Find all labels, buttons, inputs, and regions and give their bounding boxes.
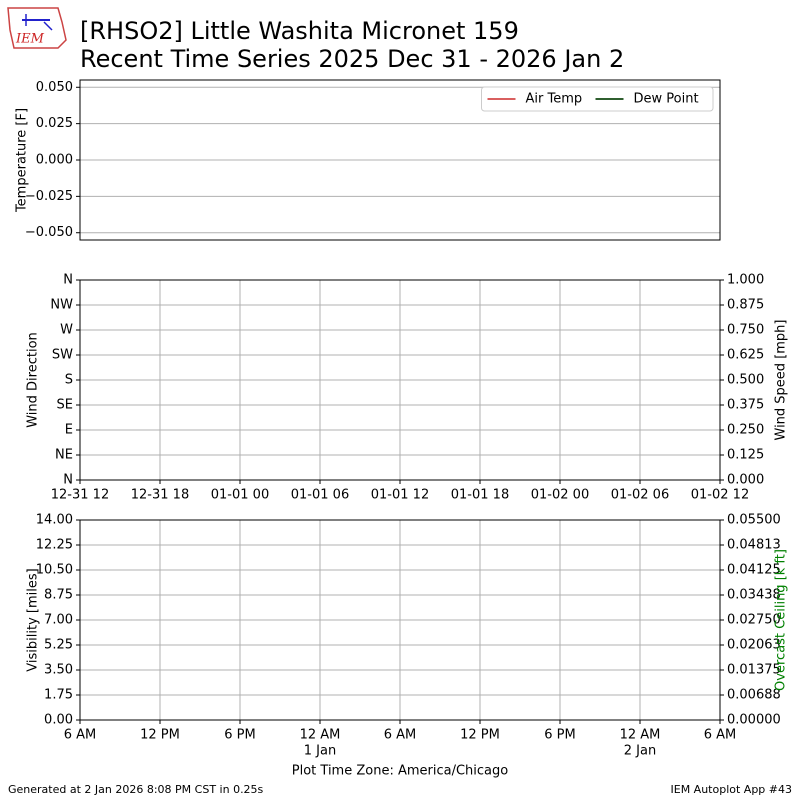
y2-tick-label: 0.875: [727, 298, 764, 313]
chart-subtitle: Recent Time Series 2025 Dec 31 - 2026 Ja…: [80, 45, 624, 73]
y-tick-label: 10.50: [36, 563, 73, 578]
logo-text: IEM: [15, 32, 45, 47]
x-tick-label: 12-31 12: [51, 488, 109, 503]
y2-tick-label: 0.375: [727, 398, 764, 413]
y2-tick-label: 0.625: [727, 348, 764, 363]
y-tick-label: N: [63, 273, 73, 288]
x-tick-label: 12-31 18: [131, 488, 189, 503]
x-axis-label: Plot Time Zone: America/Chicago: [292, 764, 508, 779]
x-tick-label: 01-01 00: [211, 488, 269, 503]
y2-tick-label: 0.000: [727, 473, 764, 488]
y2-tick-label: 1.000: [727, 273, 764, 288]
y-tick-label: NE: [55, 448, 73, 463]
y-tick-label: 12.25: [36, 538, 73, 553]
y2-tick-label: 0.02750: [727, 613, 781, 628]
y-tick-label: 0.025: [36, 116, 73, 131]
plot-frame: [79, 279, 721, 481]
legend-label: Air Temp: [526, 92, 583, 107]
x-tick-label: 01-02 06: [611, 488, 669, 503]
footer-right: IEM Autoplot App #43: [671, 783, 793, 796]
y2-tick-label: 0.00688: [727, 688, 781, 703]
legend: Air Temp Dew Point: [481, 86, 714, 112]
x-tick-label: 01-01 18: [451, 488, 509, 503]
footer-left: Generated at 2 Jan 2026 8:08 PM CST in 0…: [8, 783, 264, 796]
y2-axis-label: Overcast Ceiling [k ft]: [774, 549, 789, 691]
y2-tick-label: 0.05500: [727, 513, 781, 528]
x-tick-label: 01-02 00: [531, 488, 589, 503]
y-tick-label: 8.75: [44, 588, 73, 603]
y-tick-label: NW: [50, 298, 73, 313]
x-tick-sublabel: 1 Jan: [304, 744, 336, 759]
chart-title: [RHSO2] Little Washita Micronet 159: [80, 17, 519, 45]
y2-tick-label: 0.02063: [727, 638, 781, 653]
y2-tick-label: 0.04813: [727, 538, 781, 553]
y2-tick-label: 0.500: [727, 373, 764, 388]
y-tick-label: 5.25: [44, 638, 73, 653]
y-axis-label: Wind Direction: [26, 332, 41, 428]
y-tick-label: 0.000: [36, 153, 73, 168]
y2-tick-label: 0.03438: [727, 588, 781, 603]
legend-label: Dew Point: [634, 92, 699, 107]
x-tick-label: 12 AM: [300, 728, 341, 743]
y-tick-label: −0.025: [25, 189, 73, 204]
y2-tick-label: 0.250: [727, 423, 764, 438]
y-tick-label: SE: [57, 398, 73, 413]
x-tick-sublabel: 2 Jan: [624, 744, 656, 759]
y-tick-label: S: [65, 373, 73, 388]
y-tick-label: 0.050: [36, 80, 73, 95]
x-tick-label: 6 AM: [64, 728, 97, 743]
y-tick-label: 3.50: [44, 663, 73, 678]
y-tick-label: W: [60, 323, 73, 338]
plot-frame: [79, 519, 721, 721]
y2-tick-label: 0.04125: [727, 563, 781, 578]
y-tick-label: 14.00: [36, 513, 73, 528]
x-tick-label: 12 AM: [620, 728, 661, 743]
x-tick-label: 6 PM: [544, 728, 575, 743]
y2-axis-label: Wind Speed [mph]: [774, 320, 789, 441]
y-tick-label: SW: [52, 348, 73, 363]
y-tick-label: 0.00: [44, 713, 73, 728]
y2-tick-label: 0.125: [727, 448, 764, 463]
y2-tick-label: 0.750: [727, 323, 764, 338]
y2-tick-label: 0.00000: [727, 713, 781, 728]
y-tick-label: −0.050: [25, 225, 73, 240]
y-tick-label: 7.00: [44, 613, 73, 628]
y2-tick-label: 0.01375: [727, 663, 781, 678]
y-tick-label: N: [63, 473, 73, 488]
y-tick-label: 1.75: [44, 688, 73, 703]
x-tick-label: 6 AM: [704, 728, 737, 743]
x-tick-label: 6 PM: [224, 728, 255, 743]
plot-frame: [79, 79, 721, 241]
x-tick-label: 12 PM: [460, 728, 500, 743]
x-tick-label: 01-01 12: [371, 488, 429, 503]
x-tick-label: 6 AM: [384, 728, 417, 743]
x-tick-label: 01-02 12: [691, 488, 749, 503]
y-axis-label: Temperature [F]: [15, 108, 30, 213]
y-axis-label: Visibility [miles]: [26, 568, 41, 671]
x-tick-label: 01-01 06: [291, 488, 349, 503]
y-tick-label: E: [65, 423, 73, 438]
logo: IEM: [7, 7, 67, 49]
x-tick-label: 12 PM: [140, 728, 180, 743]
